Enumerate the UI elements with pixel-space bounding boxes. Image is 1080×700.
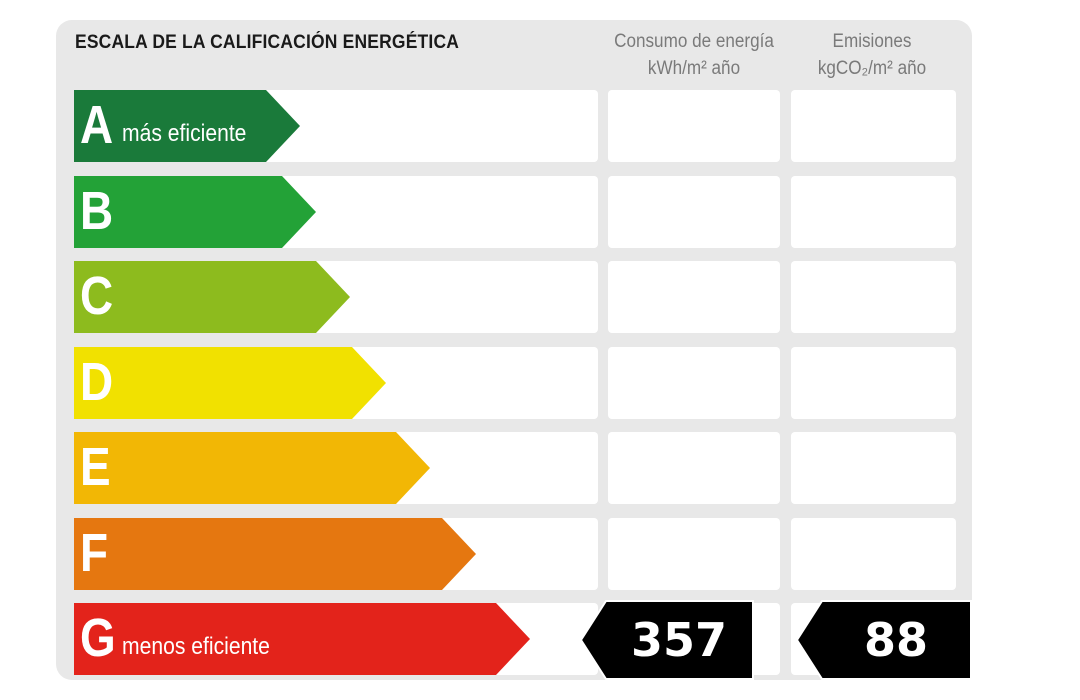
rating-letter-f: F xyxy=(80,523,109,583)
consumo-value: 357 xyxy=(630,613,728,667)
rating-d-emisiones-cell xyxy=(791,347,956,419)
rating-letter-g: G xyxy=(80,608,116,668)
label-title: ESCALA DE LA CALIFICACIÓN ENERGÉTICA xyxy=(75,32,460,53)
rating-bar-d: D xyxy=(74,347,386,419)
rating-letter-a: A xyxy=(80,95,114,155)
rating-a-emisiones-cell xyxy=(791,90,956,162)
consumo-header-line2: kWh/m² año xyxy=(647,58,741,79)
rating-letter-d: D xyxy=(80,352,114,412)
consumo-value-tag: 357 xyxy=(580,600,754,680)
column-header-emisiones: Emisiones kgCO₂/m² año xyxy=(793,28,951,82)
consumo-tag-arrow xyxy=(580,600,754,680)
emisiones-value-tag: 88 xyxy=(796,600,972,680)
rating-a-consumo-cell xyxy=(608,90,780,162)
rating-letter-c: C xyxy=(80,266,114,326)
emisiones-value: 88 xyxy=(863,613,928,667)
rating-b-consumo-cell xyxy=(608,176,780,248)
rating-label-a: más eficiente xyxy=(122,120,247,147)
rating-f-consumo-cell xyxy=(608,518,780,590)
rating-letter-b: B xyxy=(80,181,114,241)
rating-bar-c: C xyxy=(74,261,350,333)
rating-c-emisiones-cell xyxy=(791,261,956,333)
rating-bar-e: E xyxy=(74,432,430,504)
rating-b-emisiones-cell xyxy=(791,176,956,248)
consumo-header-line1: Consumo de energía xyxy=(614,31,774,52)
rating-f-emisiones-cell xyxy=(791,518,956,590)
rating-bar-f: F xyxy=(74,518,476,590)
rating-e-consumo-cell xyxy=(608,432,780,504)
emisiones-header-line1: Emisiones xyxy=(832,31,912,52)
rating-letter-e: E xyxy=(80,437,111,497)
emisiones-header-line2: kgCO₂/m² año xyxy=(817,58,927,79)
rating-e-emisiones-cell xyxy=(791,432,956,504)
rating-bar-b: B xyxy=(74,176,316,248)
rating-c-consumo-cell xyxy=(608,261,780,333)
emisiones-tag-arrow xyxy=(796,600,972,680)
column-header-consumo: Consumo de energía kWh/m² año xyxy=(609,28,778,82)
rating-label-g: menos eficiente xyxy=(122,633,270,660)
rating-d-consumo-cell xyxy=(608,347,780,419)
